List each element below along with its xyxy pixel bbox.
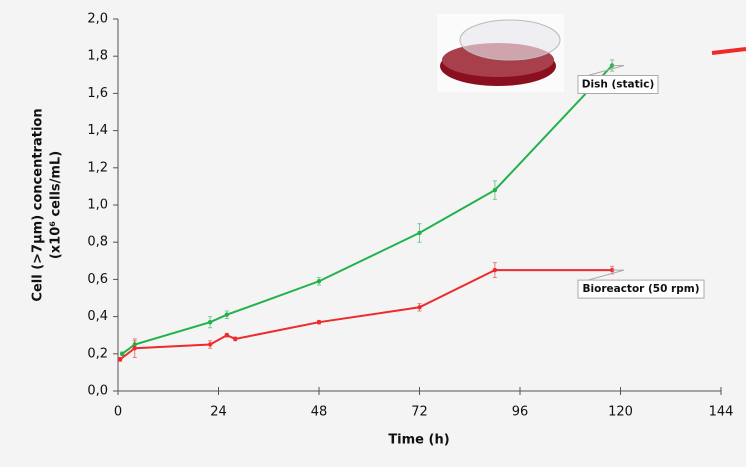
y-axis-label-line: (x10⁶ cells/mL) [49,151,64,259]
x-tick-label: 144 [709,405,734,420]
y-tick-label: 0,2 [87,346,108,361]
x-tick-label: 120 [608,405,633,420]
callout-leader [587,65,625,76]
y-tick-label: 1,8 [87,49,108,64]
y-tick-label: 0,4 [87,309,108,324]
data-point [224,312,230,317]
x-tick-label: 48 [311,405,328,420]
callout-leader [587,269,625,281]
petri-dish-photo [437,14,564,92]
y-tick-label: 1,4 [87,123,108,138]
callout-box [577,75,659,94]
data-point [316,319,322,325]
data-point [119,351,125,356]
data-point [417,230,422,236]
data-point [233,336,238,342]
y-tick-label: 2,0 [87,12,108,27]
data-point [117,357,123,362]
x-tick-label: 24 [210,405,227,420]
y-axis-label: Cell (>7µm) concentration (x10⁶ cells/mL… [31,108,64,301]
x-tick-label: 0 [114,405,122,420]
series-label: Bioreactor (50 rpm) [583,283,700,295]
x-axis-label: Time (h) [388,433,449,448]
y-tick-label: 0,8 [87,235,108,250]
y-tick-label: 1,6 [87,86,108,101]
data-point [224,333,230,338]
data-point [417,305,422,310]
data-point [132,346,137,351]
y-tick-label: 0,6 [87,272,108,287]
callout-box [577,279,705,299]
y-tick-label: 0,0 [87,384,108,399]
y-tick-label: 1,0 [87,198,108,213]
y-tick-label: 1,2 [87,160,108,175]
dish-lid [459,19,561,61]
series-line [121,64,613,355]
data-point [207,319,213,325]
series-label: Dish (static) [582,79,655,91]
data-point [492,267,498,273]
data-point [207,342,213,347]
y-axis-label-line: Cell (>7µm) concentration [31,108,46,301]
decoration-line [711,47,746,55]
data-point [492,187,498,193]
data-point [316,279,322,284]
x-tick-label: 72 [411,405,428,420]
x-tick-label: 96 [512,405,529,420]
